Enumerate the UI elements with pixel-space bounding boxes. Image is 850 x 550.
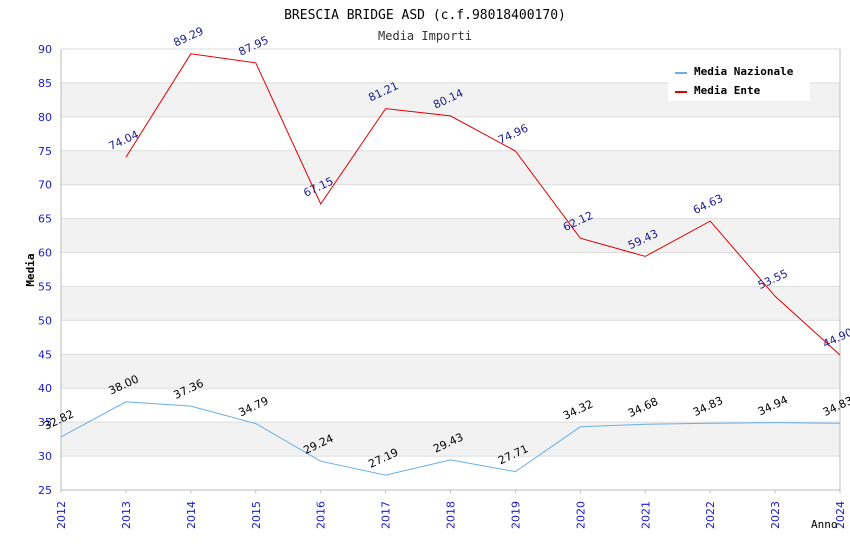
y-tick-label: 50 <box>38 314 52 327</box>
y-tick-label: 55 <box>38 280 52 293</box>
chart-subtitle: Media Importi <box>378 29 472 43</box>
data-label: 74.96 <box>496 122 530 147</box>
x-axis-label: Anno <box>811 518 838 531</box>
legend: Media Nazionale Media Ente <box>668 60 810 101</box>
data-label: 44.90 <box>821 326 850 351</box>
y-tick-label: 60 <box>38 247 52 260</box>
x-tick-label: 2023 <box>769 501 782 529</box>
data-label: 34.83 <box>821 394 850 419</box>
x-tick-label: 2012 <box>55 501 68 529</box>
y-tick-label: 80 <box>38 111 52 124</box>
plot-band <box>61 218 840 253</box>
y-tick-label: 45 <box>38 348 52 361</box>
x-tick-label: 2014 <box>185 501 198 529</box>
y-tick-label: 85 <box>38 77 52 90</box>
plot-band <box>61 354 840 389</box>
x-tick-label: 2022 <box>704 501 717 529</box>
data-label: 64.63 <box>691 192 725 217</box>
x-tick-label: 2019 <box>509 501 522 529</box>
x-tick-label: 2017 <box>380 501 393 529</box>
x-tick-label: 2024 <box>834 501 847 529</box>
x-tick-labels: 2012 2013 2014 2015 2016 2017 2018 2019 2020 2021… <box>55 501 847 529</box>
data-label: 87.95 <box>237 34 271 59</box>
data-label: 34.79 <box>237 394 271 419</box>
y-tick-label: 75 <box>38 145 52 158</box>
y-tick-label: 90 <box>38 43 52 56</box>
x-tick-label: 2016 <box>315 501 328 529</box>
legend-label-media-nazionale: Media Nazionale <box>694 65 794 78</box>
series-line-media-ente <box>125 53 841 356</box>
series-line-media-nazionale <box>60 401 841 476</box>
x-tick-label: 2020 <box>574 501 587 529</box>
plot-band <box>61 422 840 457</box>
x-tick-label: 2013 <box>120 501 133 529</box>
y-tick-label: 35 <box>38 416 52 429</box>
y-tick-label: 70 <box>38 179 52 192</box>
data-label: 34.32 <box>561 397 595 422</box>
legend-box <box>668 60 810 101</box>
y-tick-label: 40 <box>38 382 52 395</box>
y-tick-label: 30 <box>38 450 52 463</box>
y-tick-label: 65 <box>38 213 52 226</box>
y-axis-label: Media <box>24 253 37 286</box>
data-label: 89.29 <box>172 24 206 49</box>
data-label: 34.68 <box>626 395 660 420</box>
axes <box>60 49 841 493</box>
y-tick-labels: 25 30 35 40 45 50 55 60 65 70 75 80 85 90 <box>38 43 52 497</box>
series-lines <box>60 53 841 476</box>
data-label: 34.83 <box>691 394 725 419</box>
x-tick-label: 2015 <box>250 501 263 529</box>
chart-title: BRESCIA BRIDGE ASD (c.f.98018400170) <box>284 8 566 23</box>
plot-band <box>61 286 840 321</box>
y-tick-label: 25 <box>38 484 52 497</box>
legend-label-media-ente: Media Ente <box>694 84 761 97</box>
data-label: 34.94 <box>756 393 790 418</box>
x-tick-label: 2021 <box>639 501 652 529</box>
data-label: 74.04 <box>107 128 141 153</box>
x-tick-label: 2018 <box>445 501 458 529</box>
plot-band <box>61 150 840 185</box>
